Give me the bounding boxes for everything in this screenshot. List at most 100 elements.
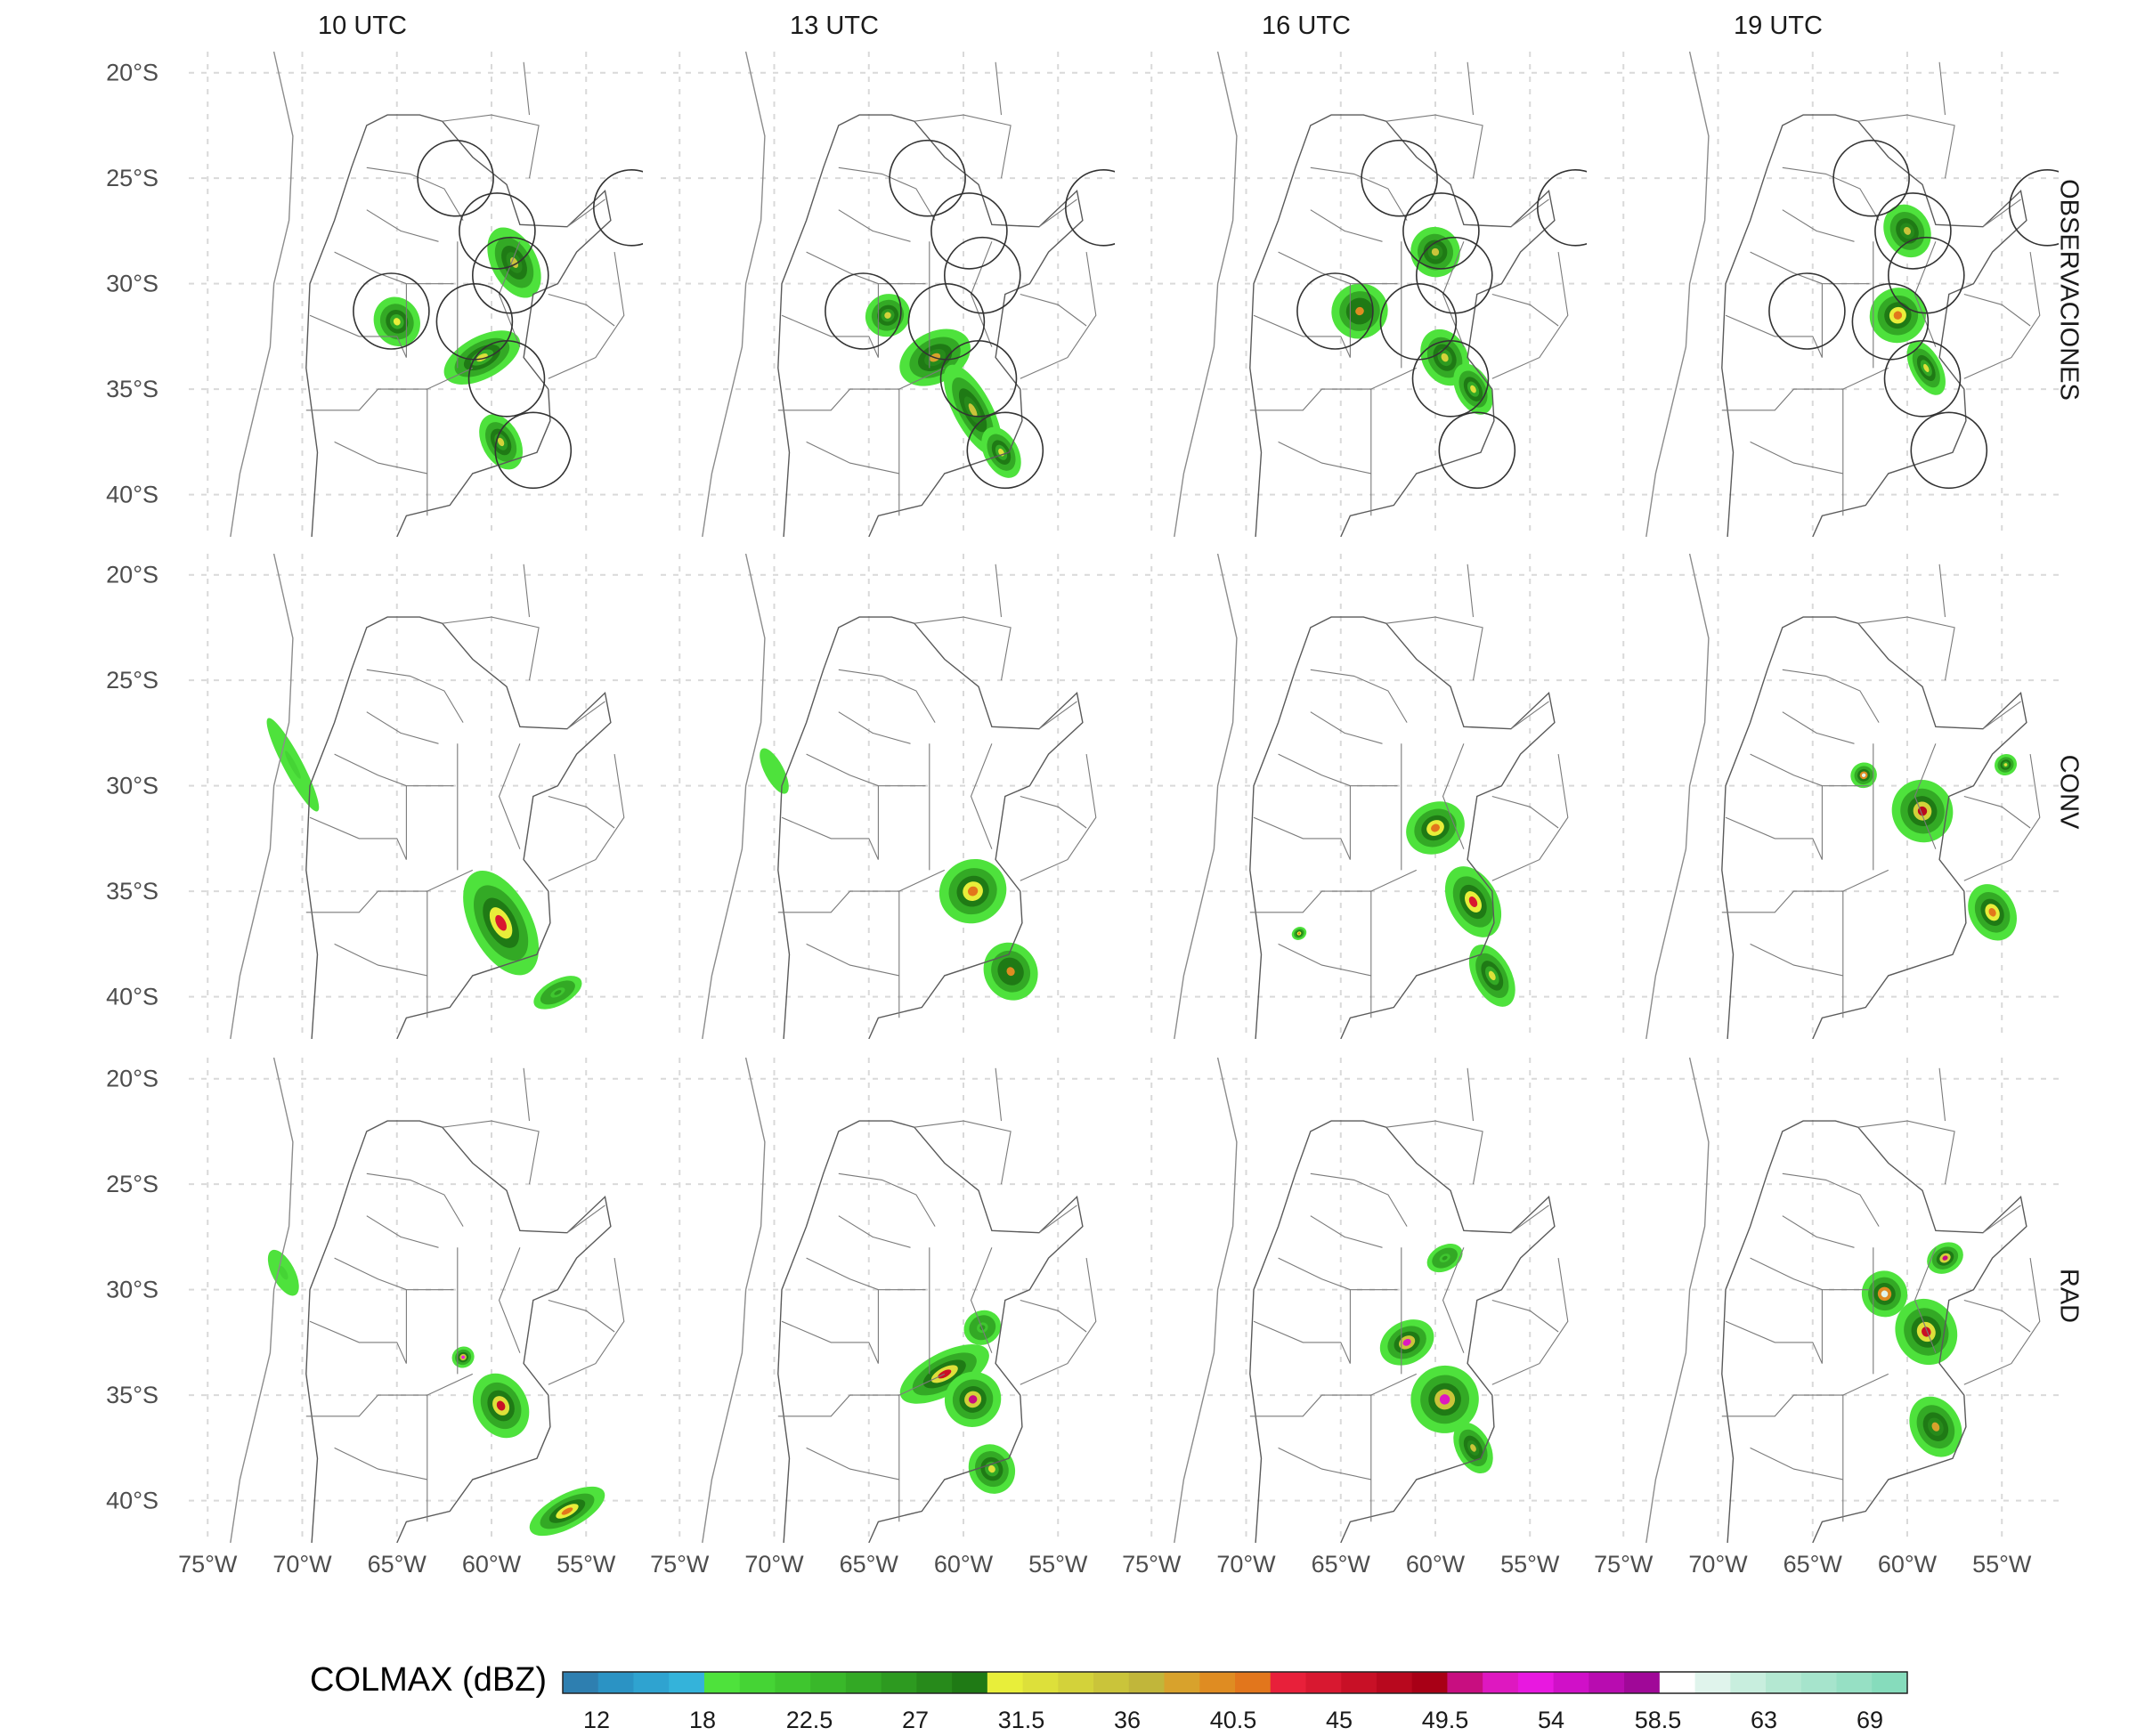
province-border [1310,166,1408,221]
column-title: 19 UTC [1734,12,1823,40]
map-panel-rad-2 [1133,1058,1587,1543]
coastline [230,1058,294,1543]
province-border [1491,754,1569,881]
radar-range-ring [944,236,1021,314]
province-border [334,441,427,475]
echo-cell [1431,247,1440,256]
province-border [806,753,926,787]
province-border [548,754,625,881]
colorbar-cell [563,1672,599,1693]
province-border [1857,114,1955,179]
colorbar-cell [1766,1672,1802,1693]
province-border [1020,754,1097,881]
lon-tick-label: 55°W [1028,1551,1088,1578]
radar-range-ring [1065,169,1115,247]
province-border [1020,1258,1097,1385]
province-border [1510,199,1549,228]
map-panel-conv-0 [189,554,643,1039]
colorbar-cell [597,1672,635,1693]
province-border [781,1320,879,1364]
province-border [548,1299,615,1333]
province-border [1491,1258,1569,1385]
province-border [1253,816,1351,860]
province-border [1982,1205,2021,1234]
lon-tick-label: 55°W [1500,1551,1560,1578]
province-border [1442,241,1465,347]
province-border [366,166,464,221]
province-border [523,61,531,116]
province-border [1020,1299,1087,1333]
echo-cell [1442,1255,1448,1261]
coastline [702,1058,766,1543]
province-border [366,1215,439,1248]
radar-range-ring [1379,282,1458,361]
province-border [1782,209,1855,242]
echo-cell [1439,1394,1450,1405]
lat-tick-label: 35°S [106,1382,158,1408]
colorbar-cell [810,1672,847,1693]
echo-cell [496,1400,506,1411]
province-border [970,241,993,347]
echo-cell [884,312,891,319]
province-border [1491,252,1569,379]
province-border [806,943,899,977]
radar-range-ring [353,272,430,350]
province-border [1750,1447,1843,1480]
map-panel-obs-1 [661,52,1115,537]
lon-tick-label: 70°W [1688,1551,1748,1578]
province-border [1385,616,1483,681]
province-border [1020,252,1097,379]
radar-range-ring [1411,339,1490,418]
radar-range-ring [1438,411,1516,490]
province-border [1750,441,1843,475]
province-border [1750,943,1843,977]
lon-tick-label: 75°W [650,1551,710,1578]
coastline [702,52,766,537]
colorbar-tick-label: 31.5 [998,1707,1045,1733]
province-border [1310,669,1408,723]
province-border [777,1373,946,1417]
colorbar-cell [916,1672,953,1693]
coastline [1645,1058,1710,1543]
province-border [1782,166,1880,221]
echo-cell [1881,1290,1889,1298]
lon-tick-label: 55°W [1972,1551,2032,1578]
coastline [1645,52,1710,537]
colorbar-cell [881,1672,917,1693]
radar-range-ring [1296,272,1374,350]
lon-tick-label: 60°W [1878,1551,1938,1578]
province-border [1038,701,1077,730]
colorbar-tick-label: 12 [583,1707,610,1733]
radar-range-ring [417,139,494,217]
map-panel-conv-3 [1605,554,2059,1039]
province-border [1963,754,2041,881]
province-border [914,1120,1012,1185]
colorbar-tick-label: 18 [689,1707,716,1733]
province-border [1750,1257,1870,1291]
lon-tick-label: 60°W [934,1551,994,1578]
radar-range-ring [1874,192,1952,270]
echo-cell [1468,896,1478,907]
echo-cell [1923,363,1930,372]
latitude-axis: 20°S 25°S 30°S 35°S 40°S 20°S 25°S 30°S 35°S 40°S… [106,60,158,1514]
colorbar-cell [1235,1672,1272,1693]
province-border [309,816,407,860]
province-border [1467,61,1475,116]
radar-range-ring [1361,139,1438,217]
province-border [1020,293,1087,327]
echo-cell [1431,823,1440,832]
province-border [1963,252,2041,379]
province-border [1278,441,1371,475]
echo-cell [968,403,978,418]
province-border [305,869,474,913]
colorbar-cell [845,1672,882,1693]
province-border [1857,1120,1955,1185]
province-border [838,166,936,221]
province-border [305,1373,474,1417]
province-border [1467,564,1475,618]
colorbar-cell [1199,1672,1236,1693]
province-border [1038,199,1077,228]
province-border [781,816,879,860]
colorbar-cell [1305,1672,1342,1693]
